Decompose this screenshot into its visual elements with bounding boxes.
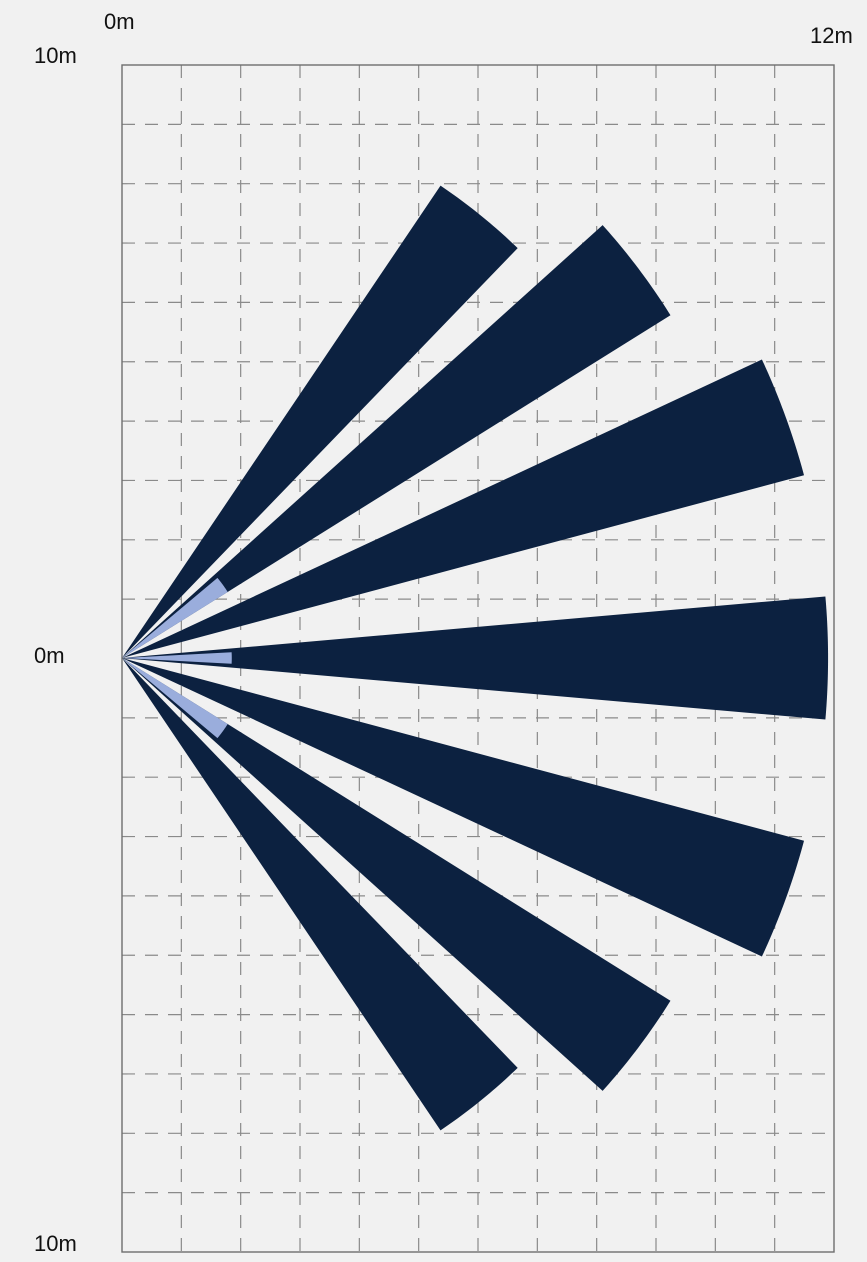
detection-beam-4 [122, 596, 829, 720]
detection-beam-7 [122, 658, 518, 1131]
y-axis-middle-label: 0m [34, 643, 65, 668]
x-axis-end-label: 12m [810, 23, 853, 48]
near-zone-2 [122, 652, 232, 664]
y-axis-bottom-label: 10m [34, 1231, 77, 1256]
detection-zones [122, 185, 829, 1131]
grid-frame [121, 64, 835, 1253]
near-zone-3 [122, 658, 228, 739]
near-zone-1 [122, 577, 228, 658]
detection-beam-3 [122, 359, 805, 658]
x-axis-start-label: 0m [104, 9, 135, 34]
detection-beam-6 [122, 658, 671, 1091]
detection-beam-1 [122, 185, 518, 658]
detection-beam-5 [122, 658, 805, 957]
y-axis-top-label: 10m [34, 43, 77, 68]
detection-beam-2 [122, 225, 671, 658]
